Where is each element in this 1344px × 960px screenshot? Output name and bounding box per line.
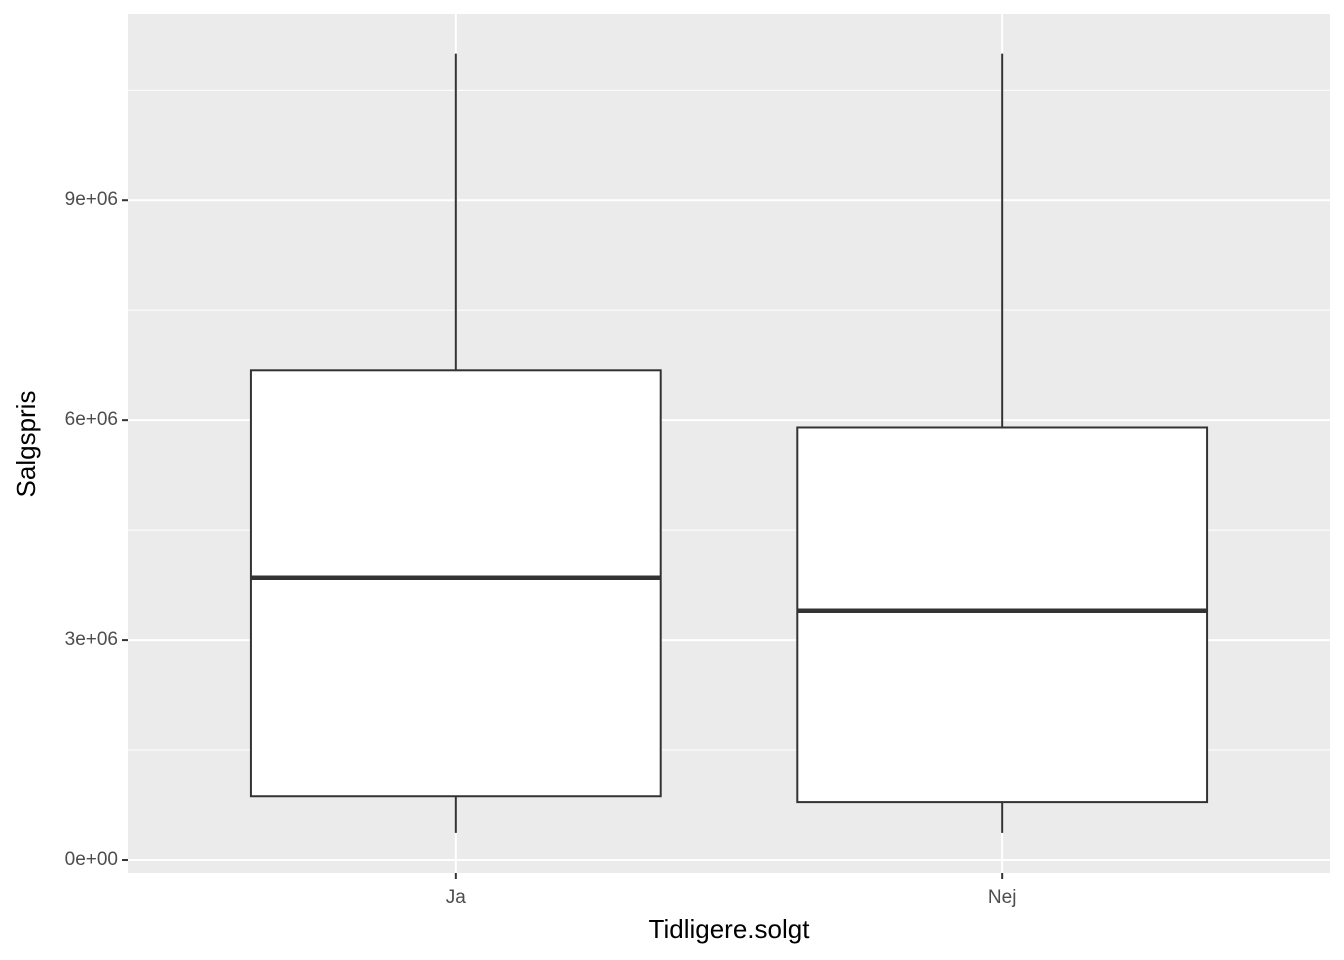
x-tick-label: Ja xyxy=(446,887,467,908)
y-tick-label: 9e+06 xyxy=(65,189,118,210)
y-tick-label: 0e+00 xyxy=(65,849,118,870)
box xyxy=(796,426,1209,804)
x-tick-label: Nej xyxy=(988,887,1017,908)
x-axis-title: Tidligere.solgt xyxy=(649,914,811,944)
box xyxy=(249,369,662,798)
y-axis-title: Salgspris xyxy=(11,391,41,498)
y-tick-label: 6e+06 xyxy=(65,409,118,430)
y-tick-label: 3e+06 xyxy=(65,629,118,650)
